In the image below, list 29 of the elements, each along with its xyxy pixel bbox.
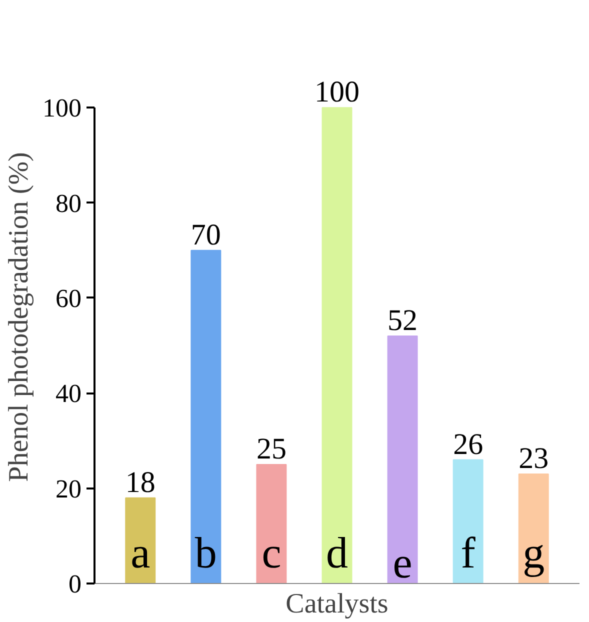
y-tick-label: 100 bbox=[42, 94, 82, 123]
bar bbox=[125, 497, 156, 584]
data-label: 52 bbox=[388, 304, 418, 338]
x-tick-label: c bbox=[262, 528, 282, 578]
data-label: 25 bbox=[256, 432, 286, 466]
y-tick-label: 40 bbox=[56, 379, 82, 408]
x-tick-label: a bbox=[130, 528, 150, 578]
y-tick-label: 80 bbox=[56, 188, 82, 218]
data-label: 100 bbox=[314, 76, 360, 109]
y-axis-title: Phenol photodegradation (%) bbox=[4, 152, 34, 482]
bar bbox=[190, 250, 222, 584]
bar bbox=[518, 474, 549, 584]
data-label: 26 bbox=[453, 428, 484, 461]
x-tick-label: b bbox=[194, 528, 217, 578]
bar bbox=[322, 107, 352, 584]
data-label: 23 bbox=[518, 442, 549, 476]
y-tick-label: 20 bbox=[56, 474, 82, 504]
bar bbox=[256, 464, 287, 584]
bar bbox=[387, 336, 418, 584]
y-tick-label: 60 bbox=[56, 284, 82, 313]
x-tick-label: e bbox=[392, 538, 412, 588]
data-label: 18 bbox=[125, 466, 156, 499]
x-tick-label: d bbox=[326, 528, 348, 578]
x-tick-label: f bbox=[460, 528, 476, 578]
x-tick-label: g bbox=[522, 528, 545, 578]
data-label: 70 bbox=[190, 218, 221, 252]
y-tick-label: 0 bbox=[68, 570, 82, 598]
x-axis-title: Catalysts bbox=[286, 588, 388, 620]
bar bbox=[452, 459, 484, 584]
